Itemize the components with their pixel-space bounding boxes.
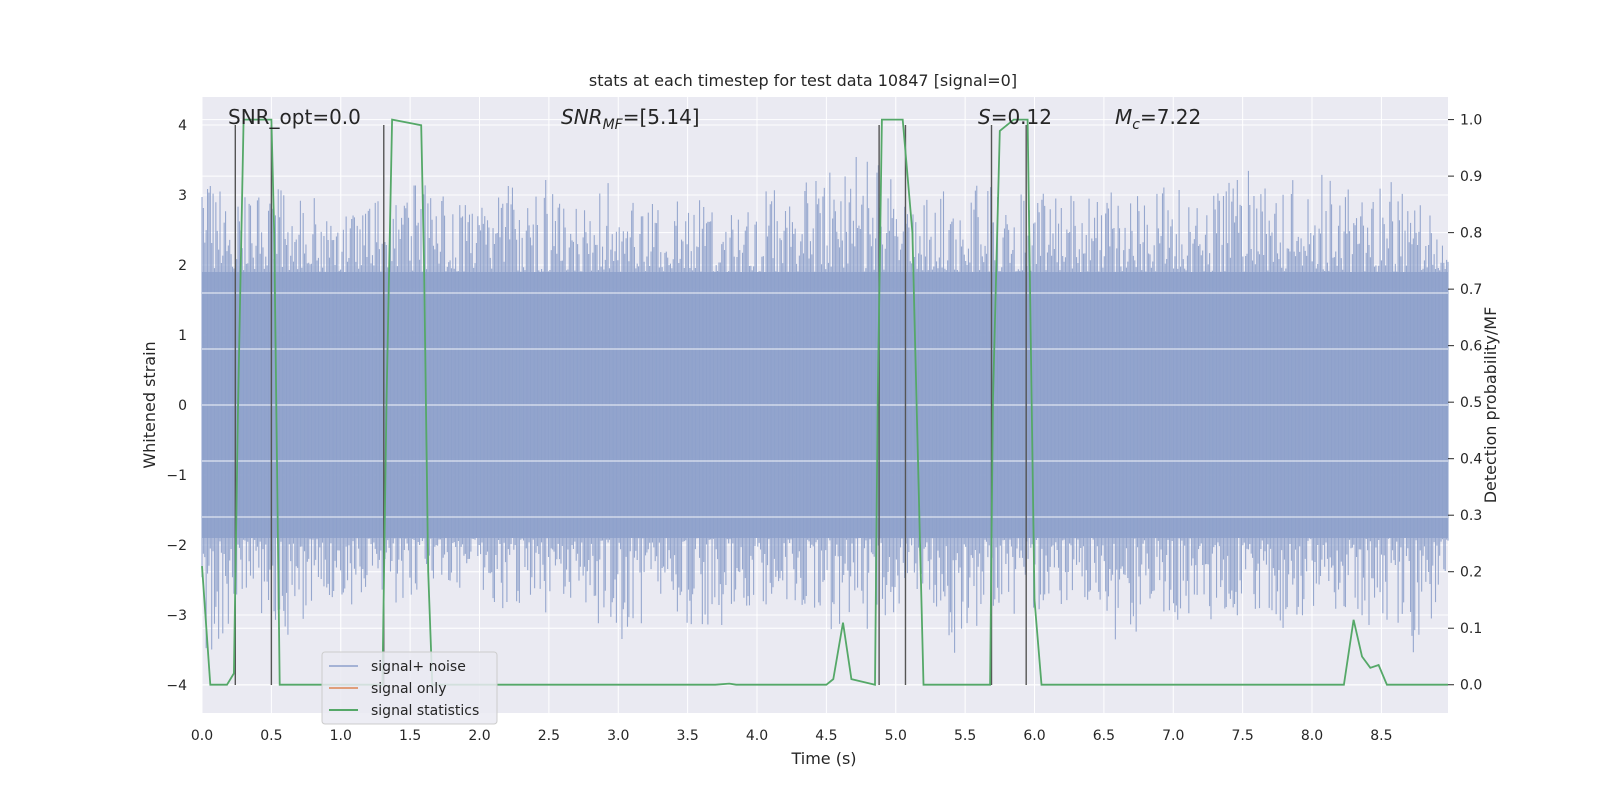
y-right-tick-label: 0.2 — [1460, 565, 1482, 581]
y-left-tick-label: −3 — [166, 608, 187, 624]
signal-statistics-series — [201, 118, 1448, 686]
y-left-tick-labels: −4 −3 −2 −1 0 1 2 3 4 — [166, 118, 187, 694]
y-left-tick-label: −2 — [166, 538, 187, 554]
mc-annotation: Mc=7.22 — [1115, 105, 1201, 133]
x-tick-label: 7.5 — [1232, 728, 1254, 744]
y-left-tick-label: 2 — [178, 258, 187, 274]
x-tick-label: 6.5 — [1093, 728, 1115, 744]
x-tick-label: 4.0 — [746, 728, 768, 744]
y-right-tick-label: 0.8 — [1460, 226, 1482, 242]
y-right-tick-label: 0.0 — [1460, 678, 1482, 694]
y-right-tick-labels: 0.0 0.1 0.2 0.3 0.4 0.5 0.6 0.7 0.8 0.9 1.0 — [1448, 113, 1482, 694]
legend-label-signal-only: signal only — [371, 681, 446, 697]
mc-subscript: c — [1132, 117, 1140, 133]
y-right-tick-label: 0.4 — [1460, 452, 1482, 468]
x-axis-label: Time (s) — [790, 749, 856, 768]
x-tick-label: 0.0 — [191, 728, 213, 744]
chart-title: stats at each timestep for test data 108… — [589, 71, 1017, 90]
x-tick-label: 7.0 — [1162, 728, 1184, 744]
y-right-tick-label: 0.9 — [1460, 169, 1482, 185]
snr-mf-value: =[5.14] — [623, 105, 700, 129]
legend-box — [321, 651, 498, 725]
y-right-tick-label: 0.6 — [1460, 339, 1482, 355]
strain-series — [201, 157, 1449, 653]
legend: signal+ noise signal only signal statist… — [321, 651, 498, 725]
x-tick-label: 3.0 — [607, 728, 629, 744]
x-tick-label: 0.5 — [260, 728, 282, 744]
x-tick-labels: 0.0 0.5 1.0 1.5 2.0 2.5 3.0 3.5 4.0 4.5 5.0 5.5 6.0 6… — [191, 728, 1393, 744]
x-tick-label: 4.5 — [815, 728, 837, 744]
snr-opt-annotation: SNR_opt=0.0 — [228, 105, 361, 129]
snr-mf-subscript: MF — [603, 117, 624, 133]
legend-label-signal-statistics: signal statistics — [371, 703, 479, 719]
mc-value: =7.22 — [1140, 105, 1201, 129]
x-tick-label: 3.5 — [677, 728, 699, 744]
snr-mf-annotation: SNRMF=[5.14] — [561, 105, 700, 133]
x-tick-label: 5.0 — [885, 728, 907, 744]
y-right-tick-label: 0.1 — [1460, 621, 1482, 637]
y-right-tick-label: 0.7 — [1460, 282, 1482, 298]
s-value: =0.12 — [991, 105, 1052, 129]
y-left-tick-label: 4 — [178, 118, 187, 134]
s-annotation: S=0.12 — [978, 105, 1052, 129]
signal-statistics-line — [201, 118, 1448, 686]
y-axis-left-label: Whitened strain — [140, 341, 159, 468]
y-left-tick-label: 0 — [178, 398, 187, 414]
y-right-tick-label: 0.5 — [1460, 395, 1482, 411]
x-tick-label: 2.0 — [468, 728, 490, 744]
snr-mf-symbol: SNR — [561, 105, 603, 129]
x-tick-label: 8.0 — [1301, 728, 1323, 744]
mc-symbol: M — [1115, 105, 1132, 129]
x-tick-label: 1.0 — [330, 728, 352, 744]
y-left-tick-label: 3 — [178, 188, 187, 204]
y-left-tick-label: −1 — [166, 468, 187, 484]
x-tick-label: 5.5 — [954, 728, 976, 744]
y-axis-right-label: Detection probability/MF — [1481, 307, 1500, 504]
y-right-tick-label: 1.0 — [1460, 113, 1482, 129]
legend-label-signal-noise: signal+ noise — [371, 659, 466, 675]
y-left-tick-label: −4 — [166, 678, 187, 694]
s-symbol: S — [978, 105, 991, 129]
x-tick-label: 2.5 — [538, 728, 560, 744]
x-tick-label: 6.0 — [1023, 728, 1045, 744]
x-tick-label: 8.5 — [1370, 728, 1392, 744]
x-tick-label: 1.5 — [399, 728, 421, 744]
y-right-tick-label: 0.3 — [1460, 508, 1482, 524]
y-left-tick-label: 1 — [178, 328, 187, 344]
